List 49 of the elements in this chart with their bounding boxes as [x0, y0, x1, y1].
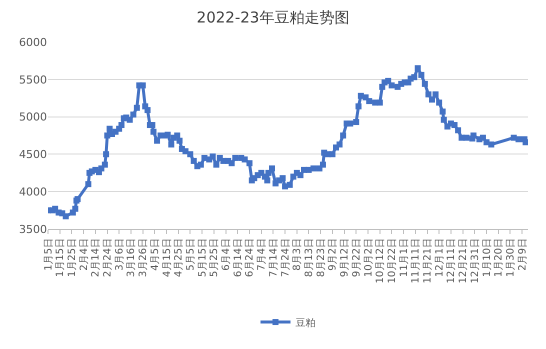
x-tick-label: 1月5日: [43, 238, 54, 271]
x-tick-label: 3月16日: [126, 238, 138, 278]
x-tick-label: 7月14日: [268, 238, 280, 278]
x-tick-label: 9月12日: [340, 238, 351, 278]
y-tick-label: 5500: [19, 73, 47, 86]
x-tick-label: 5月15日: [197, 238, 208, 278]
x-tick-label: 10月12日: [375, 238, 386, 284]
y-tick-label: 4500: [19, 148, 47, 162]
x-tick-label: 6月24日: [244, 238, 256, 278]
x-tick-label: 4月5日: [150, 238, 161, 271]
x-tick-label: 10月22日: [386, 238, 398, 284]
chart-title: 2022-23年豆粕走势图: [196, 8, 350, 27]
x-tick-label: 9月22日: [351, 238, 362, 278]
x-tick-label: 5月25日: [209, 238, 220, 278]
x-tick-label: 11月1日: [398, 238, 410, 278]
x-tick-label: 12月21日: [458, 238, 470, 284]
y-tick-label: 5000: [19, 110, 47, 124]
x-tick-label: 2月14日: [90, 238, 102, 278]
x-tick-label: 8月23日: [316, 238, 327, 278]
x-tick-label: 12月31日: [470, 238, 481, 284]
x-tick-label: 8月13日: [304, 238, 315, 278]
y-tick-label: 3500: [19, 222, 47, 236]
x-tick-label: 4月15日: [162, 238, 173, 278]
x-tick-label: 7月4日: [256, 238, 268, 271]
x-tick-label: 12月11日: [446, 238, 458, 284]
x-tick-label: 3月6日: [114, 238, 126, 271]
x-tick-label: 3月26日: [138, 238, 150, 278]
x-tick-label: 1月25日: [66, 238, 78, 278]
x-tick-label: 6月14日: [232, 238, 244, 278]
x-tick-label: 2月9日: [517, 238, 528, 271]
x-tick-label: 12月1日: [434, 238, 446, 278]
y-tick-label: 4000: [19, 185, 47, 198]
x-tick-label: 7月24日: [280, 238, 292, 278]
x-tick-label: 4月25日: [174, 238, 185, 278]
x-tick-label: 10月2日: [363, 238, 374, 278]
x-tick-label: 5月5日: [185, 238, 196, 271]
x-tick-label: 2月24日: [102, 238, 114, 278]
x-tick-label: 9月2日: [328, 238, 339, 271]
x-tick-label: 6月4日: [221, 238, 232, 271]
x-tick-label: 1月20日: [494, 238, 505, 278]
x-tick-label: 11月11日: [410, 238, 422, 284]
x-tick-label: 11月21日: [422, 238, 434, 284]
x-tick-label: 1月15日: [55, 238, 66, 278]
y-tick-label: 6000: [19, 36, 47, 49]
x-tick-label: 1月30日: [505, 238, 516, 278]
legend-label: 豆粕: [296, 318, 316, 329]
x-tick-label: 1月10日: [482, 238, 493, 278]
x-tick-label: 8月3日: [292, 238, 304, 271]
x-tick-label: 2月4日: [78, 238, 90, 271]
